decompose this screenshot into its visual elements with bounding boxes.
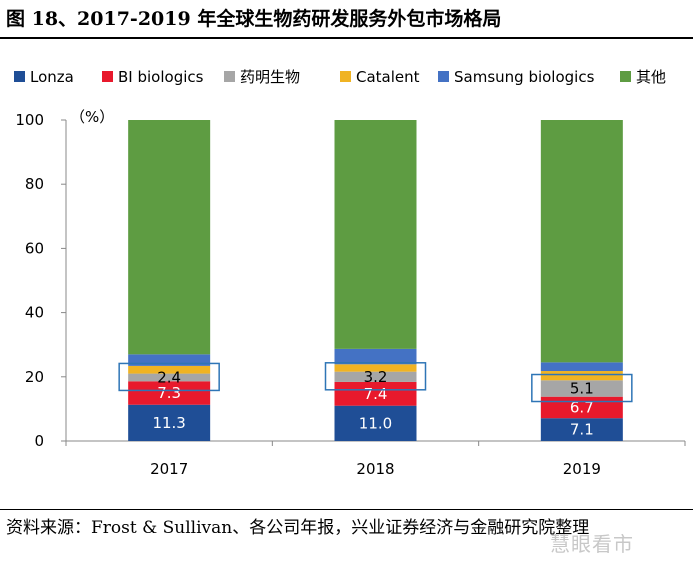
bar-药明生物-2019 xyxy=(540,380,623,397)
legend-swatch-其他 xyxy=(620,71,631,82)
data-label-bi-biologics-2019: 6.7 xyxy=(570,398,594,416)
title-rule xyxy=(0,37,693,39)
y-tick-label: 40 xyxy=(25,304,44,322)
bar-其他-2017 xyxy=(128,120,211,355)
x-tick-label-2018: 2018 xyxy=(356,460,394,478)
bar-samsung-biologics-2017 xyxy=(128,354,211,366)
bar-bi-biologics-2017 xyxy=(128,381,211,405)
data-label-lonza-2017: 11.3 xyxy=(152,414,185,432)
bar-catalent-2017 xyxy=(128,365,211,374)
x-axis: 2017 2018 2019 xyxy=(65,440,686,478)
bar-lonza-2017 xyxy=(128,404,211,441)
data-label-药明生物-2018: 3.2 xyxy=(364,368,388,386)
legend-swatch-samsung-biologics xyxy=(438,71,449,82)
data-label-bi-biologics-2017: 7.3 xyxy=(157,384,181,402)
legend-label-catalent: Catalent xyxy=(356,68,420,86)
bar-其他-2019 xyxy=(540,120,623,363)
bar-bi-biologics-2018 xyxy=(334,381,417,406)
legend-label-bi-biologics: BI biologics xyxy=(118,68,204,86)
data-label-bi-biologics-2018: 7.4 xyxy=(364,385,388,403)
data-label-药明生物-2019: 5.1 xyxy=(570,380,594,398)
bar-lonza-2019 xyxy=(540,418,623,441)
bar-catalent-2018 xyxy=(334,364,417,372)
highlight-boxes xyxy=(118,362,633,403)
x-tick-label-2017: 2017 xyxy=(150,460,188,478)
bar-lonza-2018 xyxy=(334,405,417,441)
source-rule xyxy=(0,509,693,510)
data-label-lonza-2018: 11.0 xyxy=(359,414,392,432)
bars xyxy=(128,120,623,441)
bar-药明生物-2017 xyxy=(128,373,211,382)
highlight-box-2017 xyxy=(118,362,220,392)
legend-swatch-catalent xyxy=(340,71,351,82)
legend-label-其他: 其他 xyxy=(636,68,666,86)
legend-label-lonza: Lonza xyxy=(30,68,74,86)
watermark: 慧眼看市 xyxy=(550,532,634,556)
data-label-lonza-2019: 7.1 xyxy=(570,421,594,439)
stacked-bar-chart: Lonza BI biologics 药明生物 Catalent Samsung bio… xyxy=(14,68,686,478)
y-tick-label: 20 xyxy=(25,368,44,386)
bar-其他-2018 xyxy=(334,120,417,349)
y-tick-label: 60 xyxy=(25,239,44,257)
legend: Lonza BI biologics 药明生物 Catalent Samsung bio… xyxy=(14,68,666,86)
y-unit-label: （%） xyxy=(70,108,114,126)
source-note: 资料来源：Frost & Sullivan、各公司年报，兴业证券经济与金融研究院… xyxy=(6,518,590,538)
y-tick-label: 80 xyxy=(25,175,44,193)
bar-samsung-biologics-2018 xyxy=(334,348,417,365)
y-tick-label: 0 xyxy=(34,432,44,450)
legend-swatch-lonza xyxy=(14,71,25,82)
bar-药明生物-2018 xyxy=(334,371,417,382)
data-label-药明生物-2017: 2.4 xyxy=(157,368,181,386)
bar-catalent-2019 xyxy=(540,371,623,381)
legend-label-samsung-biologics: Samsung biologics xyxy=(454,68,595,86)
bar-samsung-biologics-2019 xyxy=(540,362,623,372)
legend-label-药明生物: 药明生物 xyxy=(240,68,300,86)
x-tick-label-2019: 2019 xyxy=(563,460,601,478)
y-tick-label: 100 xyxy=(15,111,44,129)
highlight-box-2018 xyxy=(324,362,427,391)
chart-title: 图 18、2017-2019 年全球生物药研发服务外包市场格局 xyxy=(6,8,502,30)
highlight-box-2019 xyxy=(531,373,633,403)
legend-swatch-bi-biologics xyxy=(102,71,113,82)
y-axis: 0 20 40 60 80 100 xyxy=(15,111,67,450)
legend-swatch-药明生物 xyxy=(224,71,235,82)
